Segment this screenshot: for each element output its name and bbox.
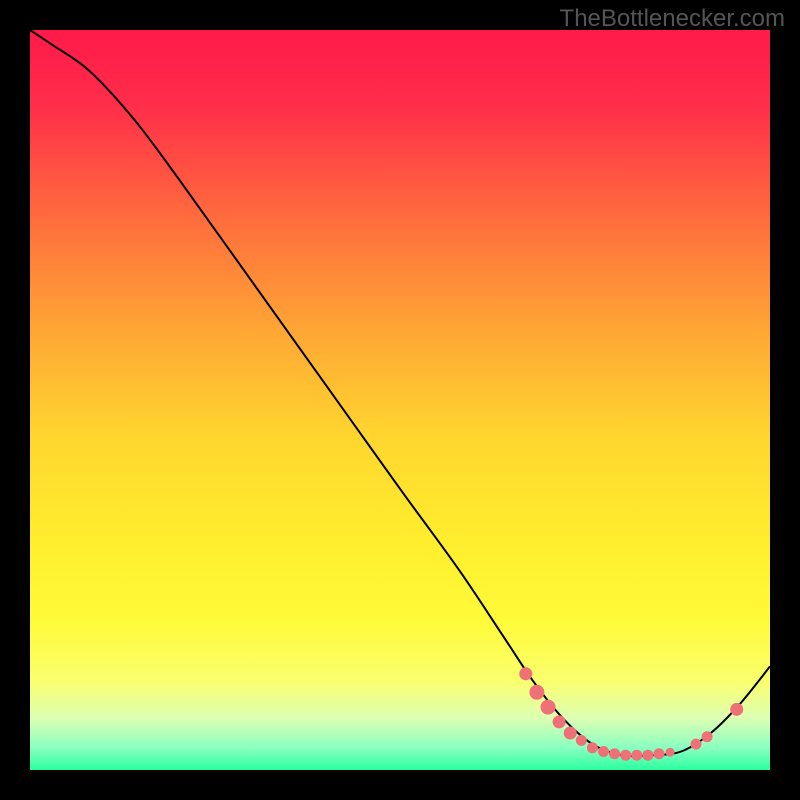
marker-point [520,668,532,680]
marker-point [553,716,565,728]
marker-point [530,685,544,699]
marker-point [564,727,576,739]
marker-point [643,750,653,760]
marker-point [610,749,620,759]
marker-point [599,747,609,757]
chart-line [30,30,770,756]
watermark-text: TheBottlenecker.com [560,5,785,33]
marker-point [632,750,642,760]
marker-point [691,739,701,749]
chart-curve-layer [30,30,770,770]
marker-point [654,749,664,759]
marker-point [702,732,712,742]
marker-point [587,743,597,753]
marker-point [576,735,586,745]
chart-markers [520,668,743,760]
marker-point [541,700,555,714]
marker-point [731,703,743,715]
plot-area [30,30,770,770]
marker-point [666,748,674,756]
marker-point [621,750,631,760]
